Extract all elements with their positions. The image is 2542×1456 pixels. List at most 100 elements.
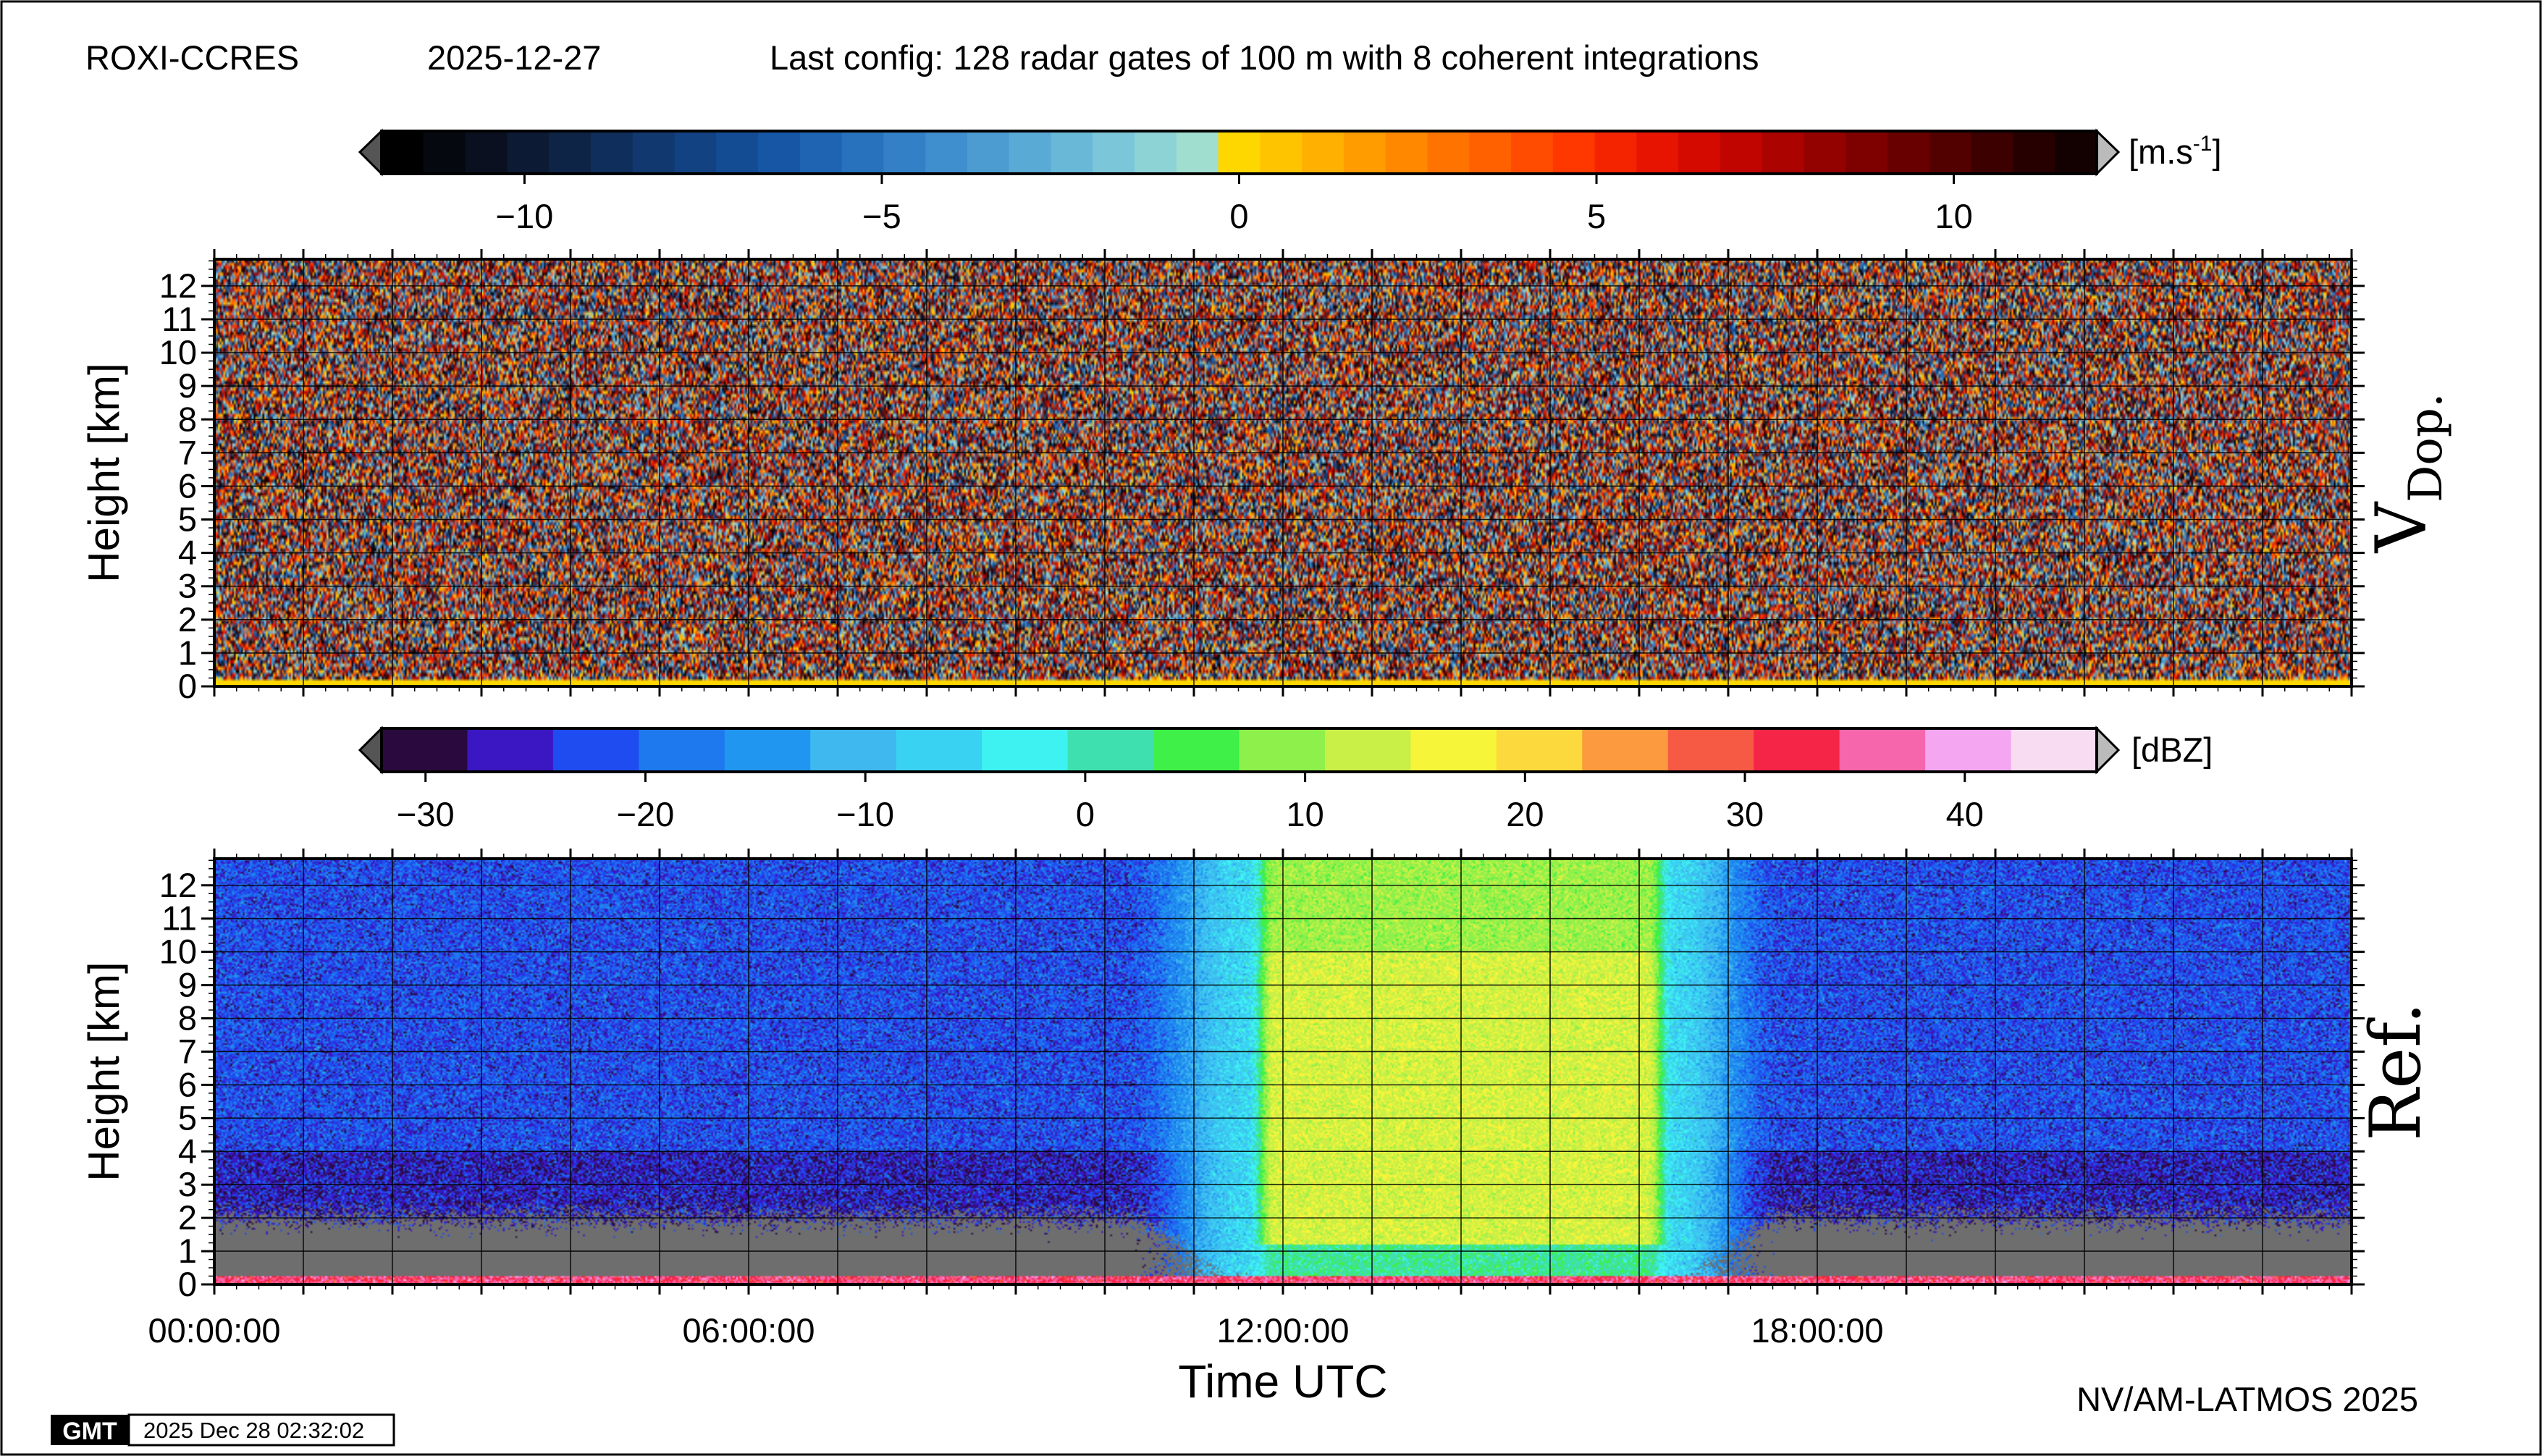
colorbar-swatch: [1177, 131, 1219, 174]
y-tick-label: 2: [178, 1198, 197, 1237]
reflectivity-colorbar-low-triangle: [360, 728, 382, 772]
colorbar-swatch: [1410, 728, 1497, 772]
gmt-timestamp: 2025 Dec 28 02:32:02: [143, 1418, 364, 1443]
colorbar-swatch: [1925, 728, 2011, 772]
colorbar-swatch: [1846, 131, 1887, 174]
doppler-colorbar: −10 −5 0 5 10 [m.s-1]: [360, 131, 2222, 235]
y-tick-label: 7: [178, 1032, 197, 1070]
doppler-colorbar-unit: [m.s-1]: [2129, 132, 2222, 171]
colorbar-swatch: [507, 131, 549, 174]
colorbar-swatch: [1582, 728, 1668, 772]
colorbar-swatch: [1386, 131, 1428, 174]
colorbar-swatch: [1511, 131, 1553, 174]
doppler-colorbar-swatches: [382, 131, 2097, 174]
colorbar-tick-label: 30: [1726, 795, 1764, 833]
reflectivity-panel-label: Ref.: [2355, 1002, 2436, 1141]
colorbar-tick-label: −20: [617, 795, 675, 833]
colorbar-swatch: [382, 728, 468, 772]
y-tick-label: 8: [178, 400, 197, 438]
colorbar-swatch: [758, 131, 800, 174]
colorbar-swatch: [1009, 131, 1051, 174]
colorbar-swatch: [639, 728, 725, 772]
credit-label: NV/AM-LATMOS 2025: [2076, 1380, 2418, 1418]
svg-text:VDop.: VDop.: [2361, 393, 2453, 553]
colorbar-swatch: [1929, 131, 1971, 174]
reflectivity-colorbar-ticks: −30 −20 −10 0 10 20 30 40: [397, 772, 1984, 833]
colorbar-swatch: [1804, 131, 1846, 174]
colorbar-tick-label: −10: [496, 197, 554, 235]
doppler-y-axis-title: Height [km]: [80, 363, 128, 582]
y-tick-label: 3: [178, 1165, 197, 1203]
y-tick-label: 8: [178, 999, 197, 1038]
date-label: 2025-12-27: [427, 38, 601, 77]
gmt-badge: GMT 2025 Dec 28 02:32:02: [51, 1415, 394, 1445]
reflectivity-colorbar-unit: [dBZ]: [2131, 731, 2213, 769]
colorbar-swatch: [896, 728, 982, 772]
colorbar-swatch: [1051, 131, 1093, 174]
colorbar-swatch: [1678, 131, 1720, 174]
colorbar-tick-label: 0: [1076, 795, 1095, 833]
colorbar-swatch: [1240, 728, 1326, 772]
colorbar-swatch: [1636, 131, 1678, 174]
reflectivity-colorbar-swatches: [382, 728, 2097, 772]
colorbar-swatch: [1497, 728, 1583, 772]
colorbar-swatch: [1135, 131, 1177, 174]
colorbar-swatch: [674, 131, 716, 174]
colorbar-swatch: [1553, 131, 1595, 174]
x-tick-label: 06:00:00: [683, 1311, 815, 1350]
y-tick-label: 12: [159, 866, 197, 904]
colorbar-swatch: [424, 131, 466, 174]
y-tick-label: 11: [161, 300, 197, 338]
colorbar-swatch: [1754, 728, 1840, 772]
colorbar-swatch: [967, 131, 1009, 174]
y-tick-label: 6: [178, 466, 197, 505]
colorbar-tick-label: 5: [1587, 197, 1606, 235]
colorbar-swatch: [1325, 728, 1411, 772]
colorbar-tick-label: 40: [1946, 795, 1984, 833]
colorbar-swatch: [810, 728, 896, 772]
colorbar-swatch: [1068, 728, 1154, 772]
x-tick-label: 00:00:00: [148, 1311, 281, 1350]
y-tick-label: 12: [159, 266, 197, 305]
station-name: ROXI-CCRES: [85, 38, 299, 77]
colorbar-swatch: [467, 728, 553, 772]
y-tick-label: 9: [178, 366, 197, 405]
colorbar-tick-label: −30: [397, 795, 455, 833]
colorbar-swatch: [716, 131, 758, 174]
colorbar-swatch: [982, 728, 1068, 772]
doppler-panel-label: VDop.: [2361, 393, 2453, 553]
gmt-logo: GMT: [62, 1418, 117, 1445]
x-tick-label: 12:00:00: [1217, 1311, 1350, 1350]
y-tick-label: 4: [178, 1132, 197, 1170]
colorbar-swatch: [1762, 131, 1804, 174]
colorbar-swatch: [549, 131, 591, 174]
y-tick-label: 0: [178, 667, 197, 705]
colorbar-swatch: [1260, 131, 1302, 174]
colorbar-swatch: [553, 728, 639, 772]
colorbar-swatch: [1971, 131, 2013, 174]
y-tick-label: 2: [178, 600, 197, 639]
colorbar-swatch: [883, 131, 925, 174]
x-tick-label: 18:00:00: [1751, 1311, 1884, 1350]
colorbar-swatch: [725, 728, 811, 772]
colorbar-swatch: [2013, 131, 2055, 174]
colorbar-swatch: [842, 131, 884, 174]
colorbar-tick-label: 10: [1935, 197, 1972, 235]
reflectivity-y-axis-title: Height [km]: [80, 961, 128, 1181]
y-tick-label: 7: [178, 433, 197, 471]
colorbar-swatch: [1595, 131, 1637, 174]
colorbar-swatch: [2055, 131, 2097, 174]
y-tick-label: 9: [178, 966, 197, 1004]
config-label: Last config: 128 radar gates of 100 m wi…: [770, 38, 1759, 77]
reflectivity-panel: 0123456789101112 Height [km] Ref. 00:00:…: [80, 849, 2436, 1407]
time-tick-labels: 00:00:00 06:00:00 12:00:00 18:00:00: [148, 1311, 1884, 1350]
y-tick-label: 1: [178, 1232, 197, 1270]
colorbar-tick-label: 20: [1506, 795, 1544, 833]
colorbar-swatch: [1720, 131, 1762, 174]
colorbar-swatch: [1344, 131, 1386, 174]
doppler-colorbar-ticks: −10 −5 0 5 10: [496, 174, 1973, 235]
colorbar-swatch: [1302, 131, 1344, 174]
colorbar-swatch: [1428, 131, 1470, 174]
colorbar-swatch: [1093, 131, 1135, 174]
colorbar-swatch: [382, 131, 424, 174]
